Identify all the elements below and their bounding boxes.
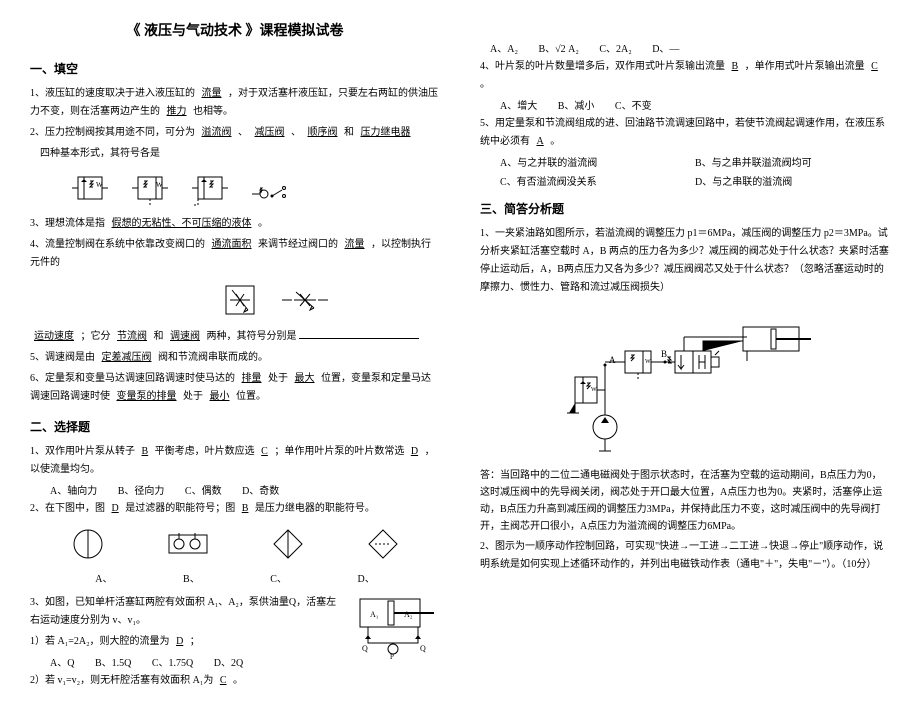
- q1-1-pre: 1、液压缸的速度取决于进入液压缸的: [30, 88, 195, 99]
- symbol-a-icon: [70, 526, 106, 562]
- throttle-symbols: [110, 280, 440, 320]
- q2-4-options: A、增大 B、减小 C、不变: [500, 97, 890, 112]
- svg-text:B: B: [661, 349, 667, 359]
- left-column: 《 液压与气动技术 》课程模拟试卷 一、填空 1、液压缸的速度取决于进入液压缸的…: [30, 20, 440, 693]
- q2-3b: 2）若 v₁=v₂，则无杆腔活塞有效面积 A₁为 C 。: [30, 672, 340, 690]
- symbol-c-icon: [270, 526, 306, 562]
- q2-2: 2、在下图中，图 D 是过滤器的职能符号；图 B 是压力继电器的职能符号。: [30, 500, 440, 518]
- svg-text:W: W: [645, 359, 651, 365]
- right-column: A、A₂ B、√2 A₂ C、2A₂ D、— 4、叶片泵的叶片数量增多后，双作用…: [480, 20, 890, 693]
- q2-2-symbols: [50, 526, 420, 562]
- svg-text:W: W: [591, 387, 597, 393]
- q1-2-post: 四种基本形式，其符号各是: [40, 145, 440, 163]
- relief-valve-icon: W: [70, 171, 110, 207]
- svg-text:A₂: A₂: [404, 610, 413, 619]
- q2-1: 1、双作用叶片泵从转子 B 平衡考虑，叶片数应选 C ；单作用叶片泵的叶片数常选…: [30, 443, 440, 479]
- exam-title: 《 液压与气动技术 》课程模拟试卷: [30, 20, 440, 40]
- throttle-valve-icon: [220, 280, 260, 320]
- q1-1-end: 也相等。: [193, 106, 233, 117]
- q1-2-u3: 顺序阀: [304, 127, 342, 138]
- hydraulic-circuit-diagram: W A W B: [555, 307, 815, 457]
- valve-symbols-row: W W: [70, 171, 440, 207]
- q1-3: 3、理想流体是指 假想的无粘性、不可压缩的液体 。: [30, 215, 440, 233]
- svg-text:A₁: A₁: [370, 610, 379, 619]
- q1-4b: 运动速度 ；它分 节流阀 和 调速阀 两种，其符号分别是: [30, 328, 440, 346]
- q2-3-wrap: 3、如图，已知单杆活塞缸两腔有效面积 A₁、A₂，泵供油量Q，活塞左右运动速度分…: [30, 591, 440, 693]
- flow-control-valve-icon: [280, 285, 330, 315]
- q1-2-u2: 减压阀: [251, 127, 289, 138]
- reducing-valve-icon: W: [130, 171, 170, 207]
- q2-4: 4、叶片泵的叶片数量增多后，双作用式叶片泵输出流量 B ，单作用式叶片泵输出流量…: [480, 58, 890, 94]
- q1-2-pre: 2、压力控制阀按其用途不同，可分为: [30, 127, 195, 138]
- q3-1: 1、一夹紧油路如图所示，若溢流阀的调整压力 p1＝6MPa，减压阀的调整压力 p…: [480, 225, 890, 297]
- q2-3b-options: A、A₂ B、√2 A₂ C、2A₂ D、—: [490, 40, 890, 55]
- q1-2-u4: 压力继电器: [357, 127, 415, 138]
- svg-text:P: P: [390, 653, 394, 661]
- svg-text:W: W: [156, 181, 163, 189]
- symbol-d-icon: [365, 526, 401, 562]
- svg-text:Q: Q: [420, 644, 426, 653]
- section3-heading: 三、简答分析题: [480, 200, 890, 217]
- q2-3-intro: 3、如图，已知单杆活塞缸两腔有效面积 A₁、A₂，泵供油量Q，活塞左右运动速度分…: [30, 594, 340, 630]
- q1-5: 5、调速阀是由 定差减压阀 阀和节流阀串联而成的。: [30, 349, 440, 367]
- q1-6: 6、定量泵和变量马达调速回路调速时使马达的 排量 处于 最大 位置，变量泵和定量…: [30, 370, 440, 406]
- q1-2-u1: 溢流阀: [198, 127, 236, 138]
- q1-1-blank2: 推力: [163, 106, 191, 117]
- q2-2-labels: A、 B、 C、 D、: [60, 570, 410, 585]
- sequence-valve-icon: [190, 171, 230, 207]
- q1-2: 2、压力控制阀按其用途不同，可分为 溢流阀 、 减压阀 、 顺序阀 和 压力继电…: [30, 124, 440, 142]
- q2-3a-options: A、Q B、1.5Q C、1.75Q D、2Q: [50, 654, 340, 669]
- q2-3a: 1）若 A₁=2A₂，则大腔的流量为 D ；: [30, 633, 340, 651]
- symbol-b-icon: [165, 529, 211, 559]
- pressure-switch-icon: [250, 174, 300, 204]
- svg-text:W: W: [96, 181, 103, 189]
- q2-5: 5、用定量泵和节流阀组成的进、回油路节流调速回路中，若使节流阀起调速作用，在液压…: [480, 115, 890, 151]
- section2-heading: 二、选择题: [30, 418, 440, 435]
- svg-text:Q: Q: [362, 644, 368, 653]
- q2-5-options: A、与之并联的溢流阀 B、与之串并联溢流阀均可 C、有否溢流阀没关系 D、与之串…: [500, 154, 890, 188]
- q1-3-blank: 假想的无粘性、不可压缩的液体: [108, 218, 256, 229]
- svg-text:A: A: [609, 355, 616, 365]
- q2-1-options: A、轴向力 B、径向力 C、偶数 D、奇数: [50, 482, 440, 497]
- q1-1: 1、液压缸的速度取决于进入液压缸的 流量 ，对于双活塞杆液压缸，只要左右两缸的供…: [30, 85, 440, 121]
- q1-1-blank1: 流量: [198, 88, 226, 99]
- q1-4: 4、流量控制阀在系统中依靠改变阀口的 通流面积 来调节经过阀口的 流量 ，以控制…: [30, 236, 440, 272]
- section1-heading: 一、填空: [30, 60, 440, 77]
- q3-1-answer: 答：当回路中的二位二通电磁阀处于图示状态时，在活塞为空载的运动期间，B点压力为0…: [480, 467, 890, 535]
- q3-2: 2、图示为一顺序动作控制回路，可实现"快进→一工进→二工进→快退→停止"顺序动作…: [480, 538, 890, 574]
